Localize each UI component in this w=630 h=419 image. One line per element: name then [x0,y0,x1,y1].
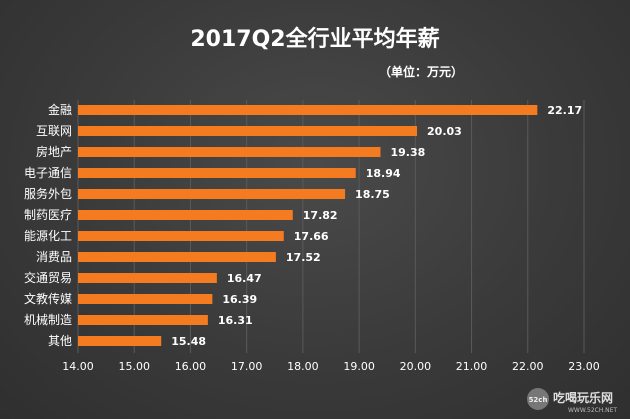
data-label: 22.17 [547,104,582,117]
watermark-badge: 52ch [529,396,548,404]
x-tick-label: 21.00 [456,360,488,373]
bar [78,315,208,325]
data-label: 20.03 [427,125,462,138]
bar [78,147,381,157]
grid [77,100,585,353]
labels: 金融 22.17 互联网 20.03 房地产 19.38 电子通信 18.94 服务外包 18.7… [24,102,582,348]
category-label: 服务外包 [24,186,72,201]
bar [78,210,293,220]
category-label: 文教传媒 [24,291,72,306]
x-tick-label: 14.00 [62,360,94,373]
x-tick-label: 18.00 [287,360,319,373]
watermark-badge-icon [527,388,549,410]
chart-title: 2017Q2全行业平均年薪 [190,26,439,52]
category-label: 互联网 [36,124,72,138]
category-label: 电子通信 [24,166,72,180]
data-label: 17.82 [303,209,338,222]
bar [78,336,162,346]
category-label: 金融 [48,102,72,117]
watermark-url: WWW.52CH.NET [568,407,617,414]
bar [78,168,356,178]
x-tick-label: 16.00 [175,360,207,373]
x-tick-label: 23.00 [568,360,600,373]
data-label: 15.48 [171,335,206,348]
data-label: 18.94 [366,167,401,180]
bar [78,105,538,115]
bar [78,126,418,136]
category-label: 房地产 [36,144,72,159]
x-tick-label: 15.00 [118,360,150,373]
category-label: 交通贸易 [24,270,72,285]
bar [78,273,217,283]
data-label: 19.38 [390,146,425,159]
data-label: 17.52 [286,251,321,264]
data-label: 17.66 [294,230,329,243]
x-tick-label: 19.00 [343,360,375,373]
data-label: 18.75 [355,188,390,201]
bar [78,294,213,304]
category-label: 能源化工 [24,229,72,243]
watermark: 52ch 吃喝玩乐网 WWW.52CH.NET [527,388,617,414]
unit-label: （单位：万元） [379,64,463,79]
bar [78,189,346,199]
category-label: 制药医疗 [24,208,72,222]
x-tick-label: 22.00 [512,360,544,373]
x-tick-label: 17.00 [231,360,263,373]
watermark-text: 吃喝玩乐网 [553,390,613,405]
bar [78,252,276,262]
x-axis-ticks: 14.00 15.00 16.00 17.00 18.00 19.00 20.00 21.00… [62,360,600,373]
x-tick-label: 20.00 [400,360,432,373]
data-label: 16.39 [222,293,257,306]
category-label: 消费品 [36,250,72,264]
data-label: 16.47 [227,272,262,285]
data-label: 16.31 [218,314,253,327]
category-label: 其他 [48,334,72,348]
bars [78,105,538,346]
bar [78,231,284,241]
category-label: 机械制造 [24,312,72,327]
